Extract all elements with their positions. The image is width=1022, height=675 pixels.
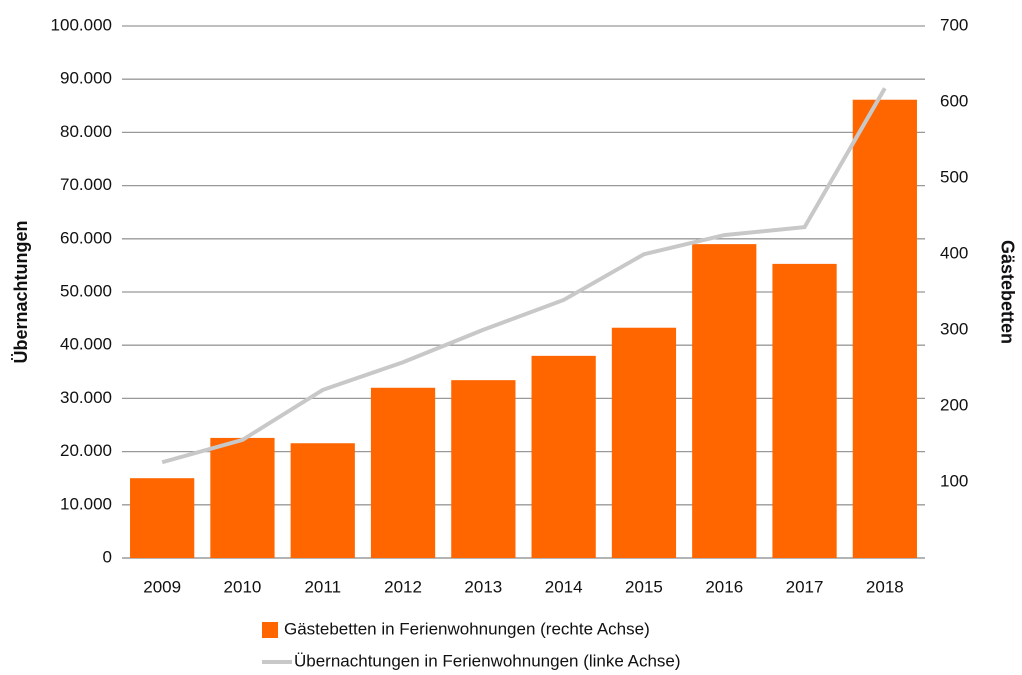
bar xyxy=(370,387,436,558)
legend-swatch xyxy=(262,622,278,638)
bar xyxy=(210,437,275,558)
x-tick-label: 2010 xyxy=(224,577,262,596)
x-tick-label: 2018 xyxy=(866,577,904,596)
y-axis-title: Übernachtungen xyxy=(11,220,31,363)
bar xyxy=(531,355,596,558)
y2-axis-title: Gästebetten xyxy=(997,240,1017,344)
y2-tick-label: 100 xyxy=(940,471,968,490)
y-tick-label: 60.000 xyxy=(60,228,112,247)
line xyxy=(161,87,887,465)
y2-tick-label: 600 xyxy=(940,91,968,110)
y2-tick-label: 200 xyxy=(940,395,968,414)
y-tick-label: 20.000 xyxy=(60,441,112,460)
y-tick-label: 90.000 xyxy=(60,69,112,88)
legend-label: Gästebetten in Ferienwohnungen (rechte A… xyxy=(284,619,650,638)
bar xyxy=(692,244,757,558)
y-tick-label: 30.000 xyxy=(60,388,112,407)
bar xyxy=(611,327,677,558)
y2-tick-label: 400 xyxy=(940,243,968,262)
y-tick-label: 80.000 xyxy=(60,122,112,141)
bar xyxy=(451,380,516,558)
x-tick-label: 2012 xyxy=(384,577,422,596)
bar xyxy=(772,263,837,558)
bar xyxy=(130,478,195,558)
y-tick-label: 50.000 xyxy=(60,281,112,300)
x-tick-label: 2016 xyxy=(705,577,743,596)
x-tick-label: 2011 xyxy=(304,577,341,596)
bar xyxy=(852,99,917,558)
legend-label: Übernachtungen in Ferienwohnungen (linke… xyxy=(294,651,681,670)
x-tick-label: 2017 xyxy=(786,577,824,596)
x-tick-label: 2013 xyxy=(464,577,502,596)
x-tick-label: 2009 xyxy=(143,577,181,596)
x-tick-label: 2015 xyxy=(625,577,663,596)
y2-tick-label: 700 xyxy=(940,15,968,34)
bar xyxy=(290,443,355,558)
y2-tick-label: 300 xyxy=(940,319,968,338)
y2-tick-label: 500 xyxy=(940,167,968,186)
y-tick-label: 70.000 xyxy=(60,175,112,194)
x-tick-label: 2014 xyxy=(545,577,583,596)
y-tick-label: 0 xyxy=(103,547,112,566)
y-tick-label: 10.000 xyxy=(60,494,112,513)
y-tick-label: 100.000 xyxy=(51,15,112,34)
y-tick-label: 40.000 xyxy=(60,335,112,354)
